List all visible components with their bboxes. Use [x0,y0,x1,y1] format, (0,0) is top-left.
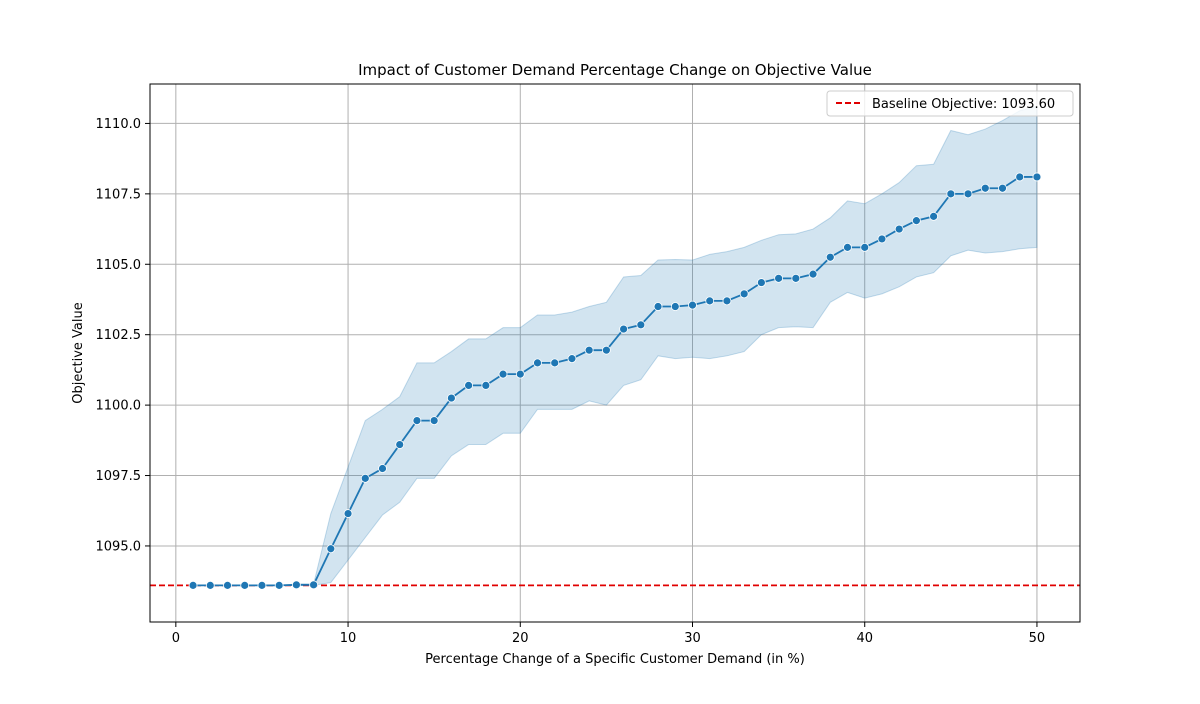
data-point [205,580,215,590]
y-tick-label: 1097.5 [96,469,142,484]
chart-title: Impact of Customer Demand Percentage Cha… [358,61,872,79]
data-point [188,580,198,590]
data-point [843,242,852,252]
confidence-band [193,105,1038,586]
data-point [894,224,904,234]
data-point [343,509,353,518]
legend: Baseline Objective: 1093.60 [826,90,1074,117]
x-tick-label: 30 [684,631,701,646]
y-tick-label: 1100.0 [96,399,142,414]
legend-box [826,90,1074,117]
data-point [688,300,697,310]
data-point [601,345,611,355]
x-axis-label: Percentage Change of a Specific Customer… [425,652,805,667]
data-point [395,440,405,449]
y-tick-label: 1102.5 [96,328,142,343]
marker-layer [188,172,1042,590]
data-point [584,345,594,355]
data-point [498,369,508,379]
y-tick-label: 1095.0 [96,539,142,554]
y-axis-label: Objective Value [71,302,86,403]
x-tick-label: 0 [172,631,180,646]
data-point [240,580,250,590]
data-point [636,320,646,330]
data-point [360,473,370,483]
band-layer [193,105,1038,586]
y-tick-label: 1110.0 [96,117,142,132]
data-point [791,273,801,283]
data-point [877,234,887,244]
x-tick-label: 50 [1029,631,1046,646]
data-point [980,183,990,193]
plot-frame [149,83,1081,623]
y-axis-ticks: 1095.0 1097.5 1100.0 1102.5 1105.0 1107.5 1110… [96,117,150,554]
data-point [515,369,525,379]
data-point [963,189,973,199]
data-point [1032,172,1042,182]
data-point [1015,172,1025,182]
data-point [291,580,301,590]
data-point [774,273,784,283]
data-point [550,358,560,368]
data-point [911,216,921,226]
data-point [808,269,818,279]
data-point [929,211,939,221]
x-tick-label: 40 [856,631,873,646]
data-point [412,416,422,426]
data-point [223,580,232,590]
data-point [326,544,336,554]
data-point [705,296,715,306]
data-point [533,358,542,368]
x-tick-label: 20 [512,631,529,646]
x-tick-label: 10 [340,631,357,646]
data-point [309,580,319,590]
data-point [274,580,284,590]
data-point [739,289,749,299]
data-point [722,296,732,306]
data-point [756,278,766,287]
data-point [567,354,577,364]
data-point [619,324,629,334]
data-point [464,380,474,390]
legend-label-baseline: Baseline Objective: 1093.60 [872,97,1055,112]
data-point [429,416,439,426]
data-point [860,242,870,252]
data-point [481,380,491,390]
data-point [998,183,1007,193]
x-axis-ticks: 0 10 20 30 40 50 [172,622,1046,646]
data-point [946,189,956,199]
data-point [825,252,835,262]
data-point [257,580,267,590]
data-point [446,393,456,403]
data-point [378,464,387,473]
y-tick-label: 1105.0 [96,258,142,273]
y-tick-label: 1107.5 [96,187,142,202]
data-point [653,302,663,311]
data-point [670,302,680,311]
